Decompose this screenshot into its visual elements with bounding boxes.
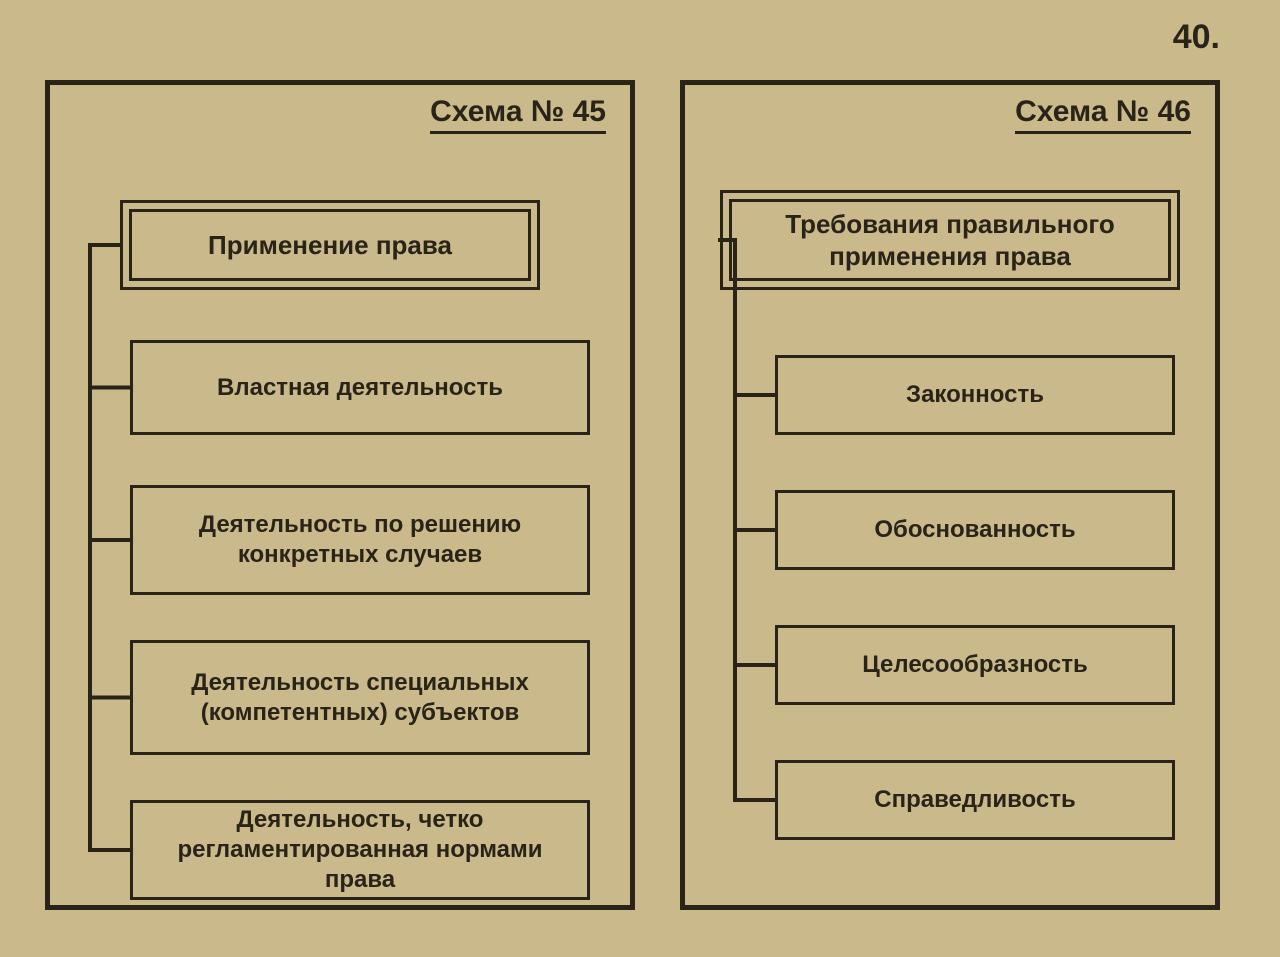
node-label: Обоснованность	[792, 515, 1158, 545]
scheme45-child-node: Деятельность по решению конкретных случа…	[130, 485, 590, 595]
scheme45-child-node: Властная деятельность	[130, 340, 590, 435]
node-label: Целесообразность	[792, 650, 1158, 680]
panel-title-46: Схема № 46	[1015, 95, 1191, 136]
node-label: Применение права	[137, 229, 523, 262]
page-number: 40.	[1173, 18, 1220, 57]
node-label: Властная деятельность	[147, 373, 573, 403]
scheme45-child-node: Деятельность специальных (компетентных) …	[130, 640, 590, 755]
scheme46-child-node: Обоснованность	[775, 490, 1175, 570]
scheme46-head-node: Требования правильного применения права	[720, 190, 1180, 290]
scheme46-child-node: Целесообразность	[775, 625, 1175, 705]
node-label: Требования правильного применения права	[737, 208, 1163, 273]
node-label: Деятельность по решению конкретных случа…	[147, 510, 573, 570]
scheme46-child-node: Справедливость	[775, 760, 1175, 840]
scheme45-child-node: Деятельность, четко регламентированная н…	[130, 800, 590, 900]
panel-title-45: Схема № 45	[430, 95, 606, 136]
scheme45-head-node: Применение права	[120, 200, 540, 290]
node-label: Законность	[792, 380, 1158, 410]
node-label: Деятельность специальных (компетентных) …	[147, 668, 573, 728]
node-label: Справедливость	[792, 785, 1158, 815]
node-label: Деятельность, четко регламентированная н…	[147, 805, 573, 895]
scheme46-child-node: Законность	[775, 355, 1175, 435]
page: 40. Схема № 45 Схема № 46 Применение пра…	[0, 0, 1280, 957]
